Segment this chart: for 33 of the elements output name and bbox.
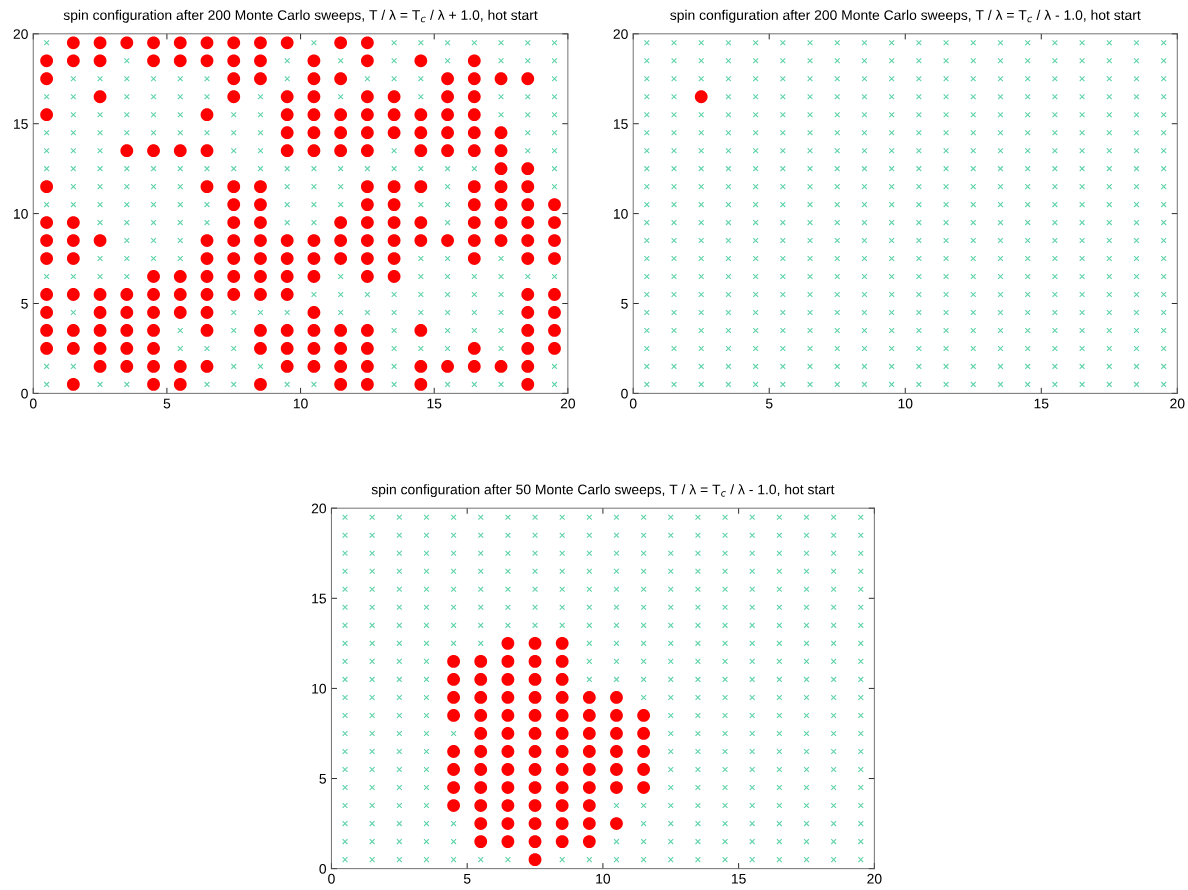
y-tick-label: 10 xyxy=(613,208,628,219)
y-tick-label: 0 xyxy=(319,863,327,874)
x-tick-label: 15 xyxy=(1034,398,1049,409)
y-tick-label: 0 xyxy=(21,388,28,399)
y-tick-label: 0 xyxy=(621,388,628,399)
x-tick-label: 10 xyxy=(898,398,913,409)
y-tick-label: 5 xyxy=(21,298,28,309)
y-tick-label: 5 xyxy=(319,774,327,784)
x-tick-label: 5 xyxy=(163,398,171,409)
x-tick-label: 10 xyxy=(293,398,308,409)
chart-title: spin configuration after 200 Monte Carlo sweeps, T / λ = T$_{c}$ / λ + 1.0, hot start xyxy=(63,9,538,23)
x-tick-label: 15 xyxy=(427,398,442,409)
x-tick-label: 0 xyxy=(328,873,335,884)
x-tick-label: 0 xyxy=(29,398,37,409)
y-tick-label: 20 xyxy=(613,29,628,39)
y-tick-label: 5 xyxy=(621,298,628,309)
chart-title: spin configuration after 50 Monte Carlo sweeps, T / λ = T$_{c}$ / λ - 1.0, hot start xyxy=(371,484,835,498)
y-tick-label: 10 xyxy=(312,683,327,694)
y-tick-label: 10 xyxy=(14,208,28,219)
y-tick-label: 20 xyxy=(13,29,28,39)
y-tick-label: 20 xyxy=(311,503,327,514)
x-tick-label: 20 xyxy=(1170,398,1185,409)
x-tick-label: 10 xyxy=(596,873,611,884)
y-tick-label: 15 xyxy=(613,119,628,129)
x-tick-label: 15 xyxy=(731,874,746,884)
chart-title: spin configuration after 200 Monte Carlo sweeps, T / λ = T$_{c}$ / λ - 1.0, hot start xyxy=(670,9,1141,23)
y-tick-label: 15 xyxy=(14,119,28,129)
y-tick-label: 15 xyxy=(312,593,327,604)
x-tick-label: 0 xyxy=(629,398,637,409)
x-tick-label: 5 xyxy=(765,398,773,409)
x-tick-label: 5 xyxy=(463,874,471,884)
x-tick-label: 20 xyxy=(560,398,576,409)
x-tick-label: 20 xyxy=(867,873,882,884)
